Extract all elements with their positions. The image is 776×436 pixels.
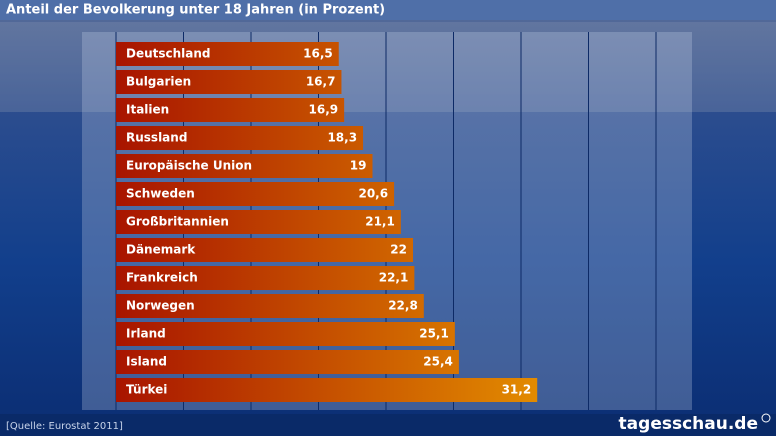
category-label: Bulgarien bbox=[126, 75, 191, 89]
brand-mark bbox=[761, 413, 771, 423]
bar bbox=[116, 350, 459, 374]
value-label: 22,8 bbox=[388, 299, 418, 313]
category-label: Großbritannien bbox=[126, 215, 229, 229]
bar bbox=[116, 154, 373, 178]
bar bbox=[116, 322, 455, 346]
bar bbox=[116, 238, 413, 262]
footer-bar bbox=[0, 414, 776, 436]
value-label: 16,5 bbox=[303, 47, 333, 61]
category-label: Deutschland bbox=[126, 47, 211, 61]
value-label: 22 bbox=[390, 243, 407, 257]
category-label: Europäische Union bbox=[126, 159, 252, 173]
value-label: 22,1 bbox=[379, 271, 409, 285]
photo-band bbox=[0, 22, 776, 112]
category-label: Irland bbox=[126, 327, 166, 341]
bar bbox=[116, 42, 339, 66]
source: [Quelle: Eurostat 2011] bbox=[6, 421, 123, 432]
bar bbox=[116, 182, 395, 206]
value-label: 31,2 bbox=[502, 383, 532, 397]
category-label: Dänemark bbox=[126, 243, 196, 257]
bar bbox=[116, 98, 345, 122]
value-label: 21,1 bbox=[365, 215, 395, 229]
category-label: Frankreich bbox=[126, 271, 198, 285]
category-label: Russland bbox=[126, 131, 187, 145]
value-label: 16,9 bbox=[309, 103, 339, 117]
bar bbox=[116, 266, 415, 290]
chart-title: Anteil der Bevolkerung unter 18 Jahren (… bbox=[6, 3, 385, 18]
bar bbox=[116, 70, 342, 94]
value-label: 19 bbox=[350, 159, 367, 173]
bar bbox=[116, 294, 424, 318]
bar bbox=[116, 126, 364, 150]
bar bbox=[116, 378, 538, 402]
category-label: Italien bbox=[126, 103, 169, 117]
value-label: 20,6 bbox=[358, 187, 388, 201]
value-label: 18,3 bbox=[327, 131, 357, 145]
value-label: 25,4 bbox=[423, 355, 453, 369]
category-label: Norwegen bbox=[126, 299, 195, 313]
title-bar bbox=[0, 0, 776, 20]
category-label: Schweden bbox=[126, 187, 195, 201]
value-label: 16,7 bbox=[306, 75, 336, 89]
bar bbox=[116, 210, 401, 234]
value-label: 25,1 bbox=[419, 327, 449, 341]
brand: tagesschau.de bbox=[619, 414, 758, 434]
category-label: Island bbox=[126, 355, 167, 369]
category-label: Türkei bbox=[126, 383, 167, 397]
